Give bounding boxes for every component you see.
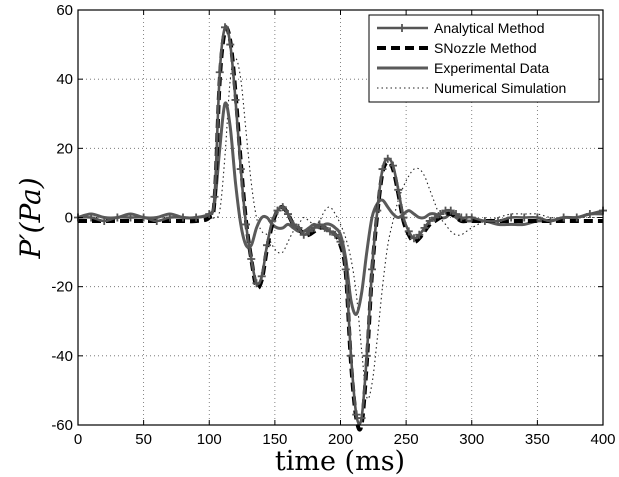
data-point-analytical-method [420,223,429,232]
x-tick-label: 350 [525,431,550,448]
data-point-analytical-method [226,40,235,49]
data-point-analytical-method [352,410,361,419]
data-point-analytical-method [559,213,568,222]
data-point-analytical-method [415,230,424,239]
data-point-analytical-method [404,227,413,236]
x-tick-label: 400 [590,431,615,448]
data-point-analytical-method [378,165,387,174]
data-point-analytical-method [278,203,287,212]
data-point-analytical-method [315,220,324,229]
data-point-analytical-method [467,213,476,222]
data-point-analytical-method [331,230,340,239]
data-point-analytical-method [572,213,581,222]
data-point-analytical-method [294,223,303,232]
legend-label-numerical-simulation: Numerical Simulation [434,80,566,96]
x-tick-label: 300 [459,431,484,448]
data-point-analytical-method [585,210,594,219]
data-point-analytical-method [152,216,161,225]
data-point-analytical-method [362,351,371,360]
data-point-analytical-method [305,227,313,236]
data-point-analytical-method [236,165,245,174]
data-point-analytical-method [410,234,418,243]
x-tick-label: 200 [328,431,353,448]
data-point-analytical-method [242,220,250,229]
y-tick-label: -60 [51,417,73,434]
data-point-analytical-method [268,216,277,225]
data-point-analytical-method [546,216,555,225]
data-point-analytical-method [480,216,489,225]
ticks: 0 50 100 150 200 250 300 350 400 -60 -40 -20 0 20 40 60 [51,2,615,448]
data-point-analytical-method [446,206,455,215]
data-point-analytical-method [221,23,229,32]
data-point-analytical-method [507,213,516,222]
legend: Analytical Method SNozzle Method Experimen… [368,14,600,103]
data-point-analytical-method [205,210,214,219]
x-tick-label: 50 [135,431,152,448]
data-point-analytical-method [215,68,224,77]
legend-marker-analytical-method [398,24,406,32]
legend-label-experimental-data: Experimental Data [434,60,549,76]
y-tick-label: -20 [51,279,73,296]
y-tick-label: 0 [65,210,73,227]
y-tick-label: 60 [56,2,73,19]
data-point-analytical-method [431,213,439,222]
data-point-analytical-method [394,185,403,194]
data-point-analytical-method [284,210,292,219]
data-point-analytical-method [336,237,345,246]
y-tick-label: -40 [51,348,73,365]
data-point-analytical-method [247,255,256,263]
y-axis-label: P′(Pa) [14,177,47,259]
data-point-analytical-method [179,213,187,222]
data-point-analytical-method [231,95,240,104]
legend-item-numerical-simulation: Numerical Simulation [377,80,566,96]
y-tick-label: 40 [56,71,73,88]
data-point-analytical-method [192,213,201,222]
data-point-analytical-method [263,241,271,250]
x-tick-label: 150 [262,431,287,448]
data-point-analytical-method [326,227,334,236]
data-point-analytical-method [165,213,174,222]
legend-item-analytical-method: Analytical Method [377,20,545,36]
data-point-analytical-method [533,213,542,222]
x-tick-label: 0 [74,431,82,448]
data-point-analytical-method [210,192,219,201]
data-point-analytical-method [520,213,529,222]
data-point-analytical-method [252,279,261,288]
data-point-analytical-method [425,216,434,225]
data-point-analytical-method [357,414,366,423]
data-point-analytical-method [452,210,460,219]
data-point-analytical-method [126,213,135,222]
data-point-analytical-method [87,213,96,222]
data-point-analytical-method [383,154,392,163]
legend-item-experimental-data: Experimental Data [377,60,549,76]
data-point-analytical-method [436,210,445,219]
data-point-analytical-method [347,351,355,360]
data-point-analytical-method [399,213,408,222]
data-point-analytical-method [273,206,282,215]
data-point-analytical-method [373,206,382,215]
y-tick-label: 20 [56,140,73,157]
data-point-analytical-method [257,272,266,281]
data-point-analytical-method [341,265,350,274]
data-point-analytical-method [100,216,109,225]
data-point-analytical-method [139,213,148,222]
legend-box [368,14,600,103]
data-point-analytical-method [494,216,502,225]
data-point-analytical-method [368,265,376,274]
series-line-numerical-simulation [78,57,603,400]
x-tick-label: 100 [197,431,222,448]
data-point-analytical-method [320,223,329,232]
legend-label-snozzle-method: SNozzle Method [434,40,537,56]
data-point-analytical-method [289,220,298,229]
data-point-analytical-method [113,213,122,222]
legend-label-analytical-method: Analytical Method [434,20,545,36]
data-point-analytical-method [299,230,308,239]
x-axis-label: time (ms) [275,446,405,477]
data-point-analytical-method [389,161,397,170]
series-numerical-simulation [78,57,603,400]
x-tick-label: 250 [394,431,419,448]
legend-item-snozzle-method: SNozzle Method [377,40,537,56]
data-point-analytical-method [310,223,319,232]
